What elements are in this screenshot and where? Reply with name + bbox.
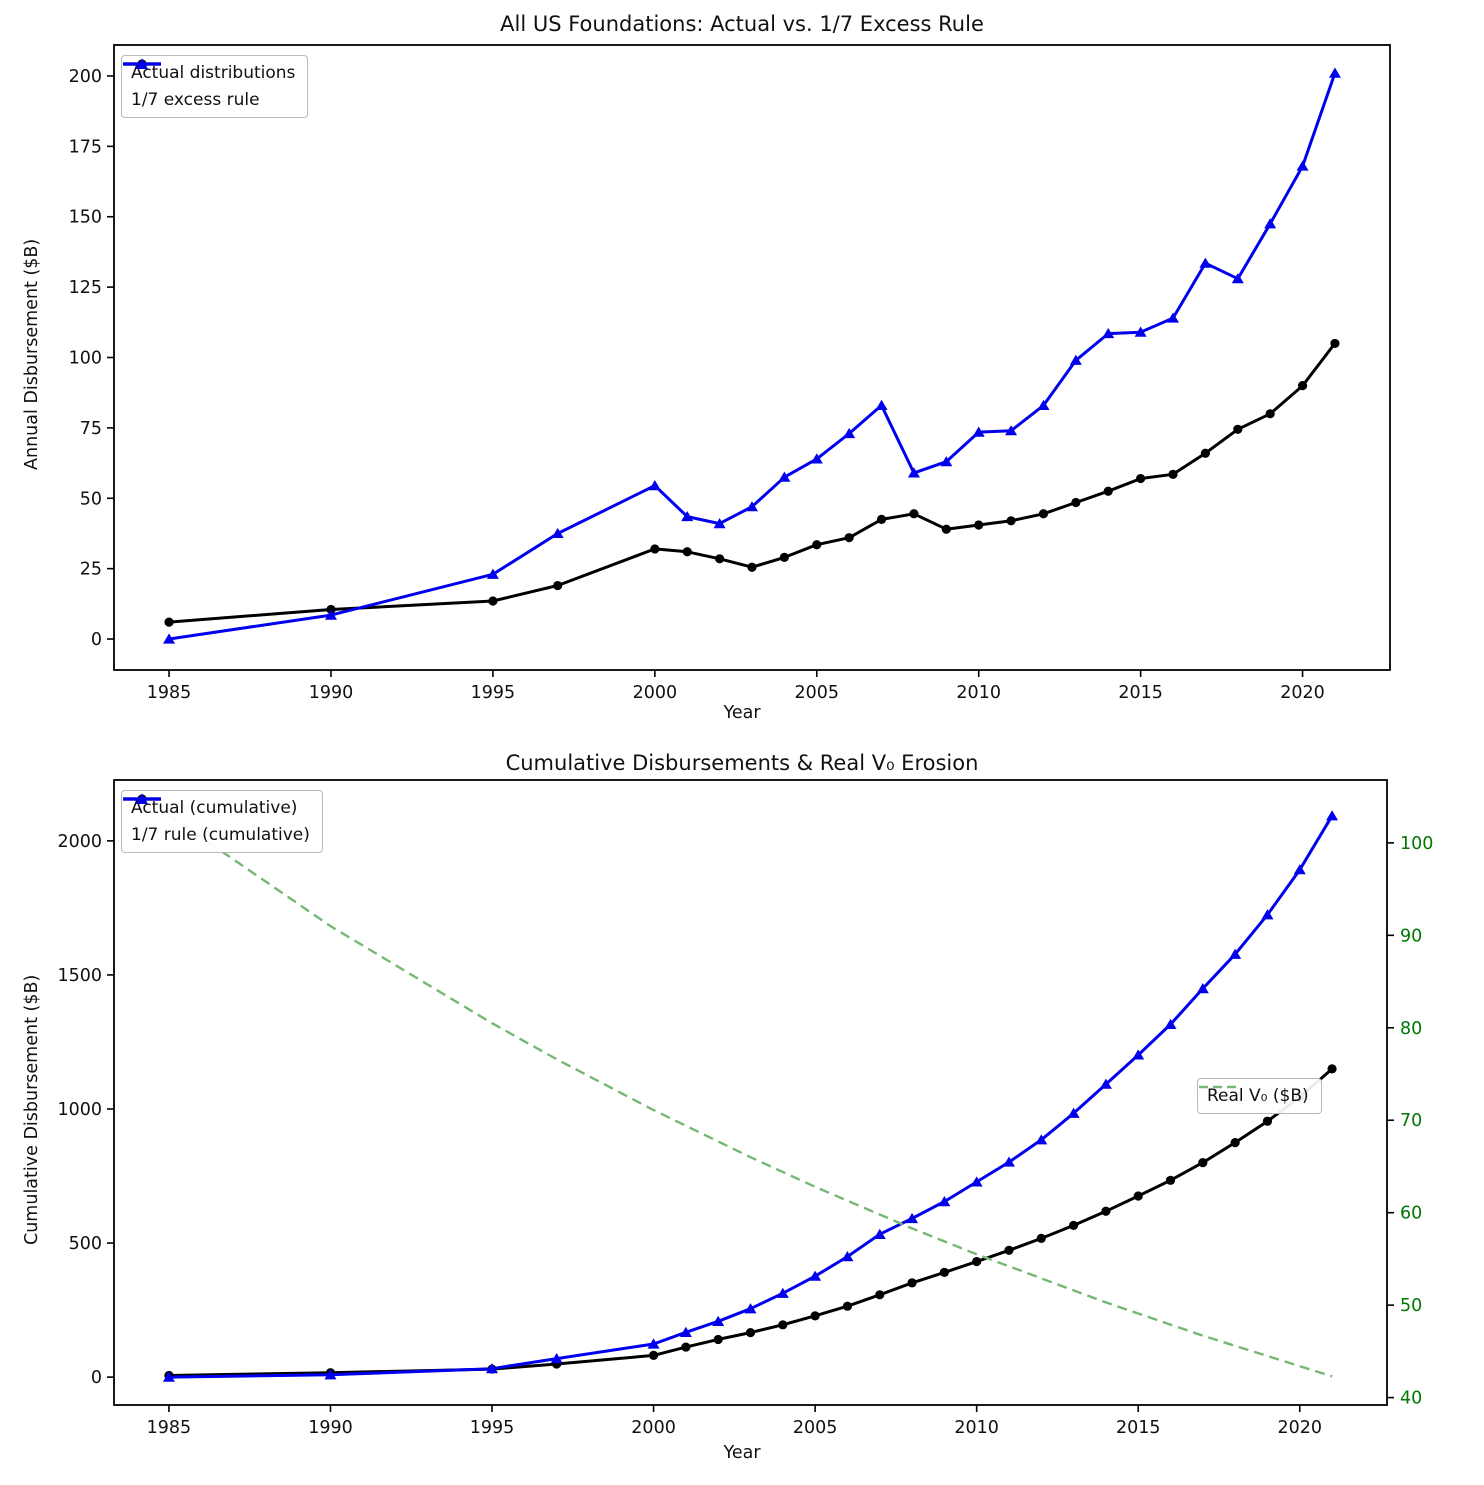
series-line-actual-cumulative [168,1067,1334,1377]
annual-chart-canvas: 1985 1990 1995 2000 2005 2010 2015 2020 0 25 50 75 1… [69,44,1391,703]
svg-text:1990: 1990 [309,683,354,703]
series-line-real-v-b [168,814,1333,1378]
annual-disbursement-chart: All US Foundations: Actual vs. 1/7 Exces… [22,12,1391,723]
svg-text:2020: 2020 [1280,683,1325,703]
svg-text:1990: 1990 [308,1418,353,1438]
svg-text:2015: 2015 [1118,683,1163,703]
svg-text:75: 75 [80,419,102,439]
legend-label: Actual (cumulative) [131,798,298,818]
legend-label: 1/7 rule (cumulative) [131,825,310,845]
y-axis-ticks: 0 25 50 75 100 125 150 175 200 [69,67,114,650]
legend-box-1: Actual (cumulative) 1/7 rule (cumulative) [121,790,323,853]
svg-text:60: 60 [1400,1204,1422,1224]
plot-frame [113,779,1388,1406]
svg-text:2010: 2010 [954,1418,999,1438]
svg-text:2010: 2010 [956,683,1001,703]
x-axis-label: Year [723,1443,761,1463]
series-1-7-excess-rule [163,67,1341,644]
svg-text:2005: 2005 [793,1418,838,1438]
svg-text:1995: 1995 [470,1418,515,1438]
svg-text:2015: 2015 [1116,1418,1161,1438]
series-real-v-b [168,814,1333,1378]
x-axis-label: Year [723,703,761,723]
cumulative-chart: Cumulative Disbursements & Real V₀ Erosi… [0,745,1484,1485]
legend-label: 1/7 excess rule [131,90,260,110]
svg-text:500: 500 [69,1234,102,1254]
legend-swatch-icon [1199,1085,1237,1089]
y-axis-ticks: 0 500 1000 1500 2000 [57,832,114,1388]
svg-text:0: 0 [91,1368,102,1388]
svg-text:125: 125 [69,278,102,298]
legend-label: Actual distributions [131,63,296,83]
y2-axis-ticks: 40 50 60 70 80 90 100 [1387,834,1433,1409]
series-line-actual-distributions [168,342,1337,624]
svg-text:50: 50 [1400,1296,1422,1316]
svg-text:1500: 1500 [57,966,102,986]
svg-text:2000: 2000 [57,832,102,852]
svg-text:150: 150 [69,208,102,228]
svg-text:1000: 1000 [57,1100,102,1120]
legend-box-1: Actual distributions 1/7 excess rule [121,55,309,118]
legend-item-real-v-b: Real V₀ ($B) [1199,1085,1309,1106]
svg-text:2005: 2005 [794,683,839,703]
legend-label: Real V₀ ($B) [1207,1086,1309,1106]
series-actual-cumulative [164,1064,1337,1381]
svg-text:100: 100 [69,349,102,369]
svg-text:1985: 1985 [147,683,192,703]
svg-text:90: 90 [1400,926,1422,946]
chart-title: Cumulative Disbursements & Real V₀ Erosi… [505,751,979,775]
x-axis-ticks: 1985 1990 1995 2000 2005 2010 2015 2020 [147,670,1325,703]
series-1-7-rule-cumulative [162,810,1339,1382]
chart-title: All US Foundations: Actual vs. 1/7 Exces… [500,12,984,36]
svg-text:80: 80 [1400,1019,1422,1039]
svg-text:1995: 1995 [471,683,516,703]
svg-text:2000: 2000 [633,683,678,703]
legend-swatch-icon [123,58,161,69]
svg-text:0: 0 [91,630,102,650]
svg-text:100: 100 [1400,834,1433,854]
legend-item-1-7-excess-rule: 1/7 excess rule [123,58,295,110]
svg-text:200: 200 [69,67,102,87]
legend-item-1-7-rule-cumulative: 1/7 rule (cumulative) [123,793,310,845]
legend-box-2: Real V₀ ($B) [1197,1078,1322,1114]
series-line-1-7-excess-rule [168,72,1337,641]
svg-text:2020: 2020 [1277,1418,1322,1438]
legend-swatch-icon [123,793,161,804]
plot-frame [113,44,1391,671]
cumulative-chart-canvas: 1985 1990 1995 2000 2005 2010 2015 202005001000… [57,779,1433,1438]
x-axis-ticks: 1985 1990 1995 2000 2005 2010 2015 2020 [147,1405,1322,1438]
svg-text:175: 175 [69,137,102,157]
svg-text:40: 40 [1400,1389,1422,1409]
svg-text:25: 25 [80,560,102,580]
series-actual-distributions [164,338,1340,627]
svg-text:1985: 1985 [147,1418,192,1438]
series-line-1-7-rule-cumulative [168,815,1334,1379]
svg-text:2000: 2000 [631,1418,676,1438]
svg-text:50: 50 [80,489,102,509]
svg-text:70: 70 [1400,1111,1422,1131]
